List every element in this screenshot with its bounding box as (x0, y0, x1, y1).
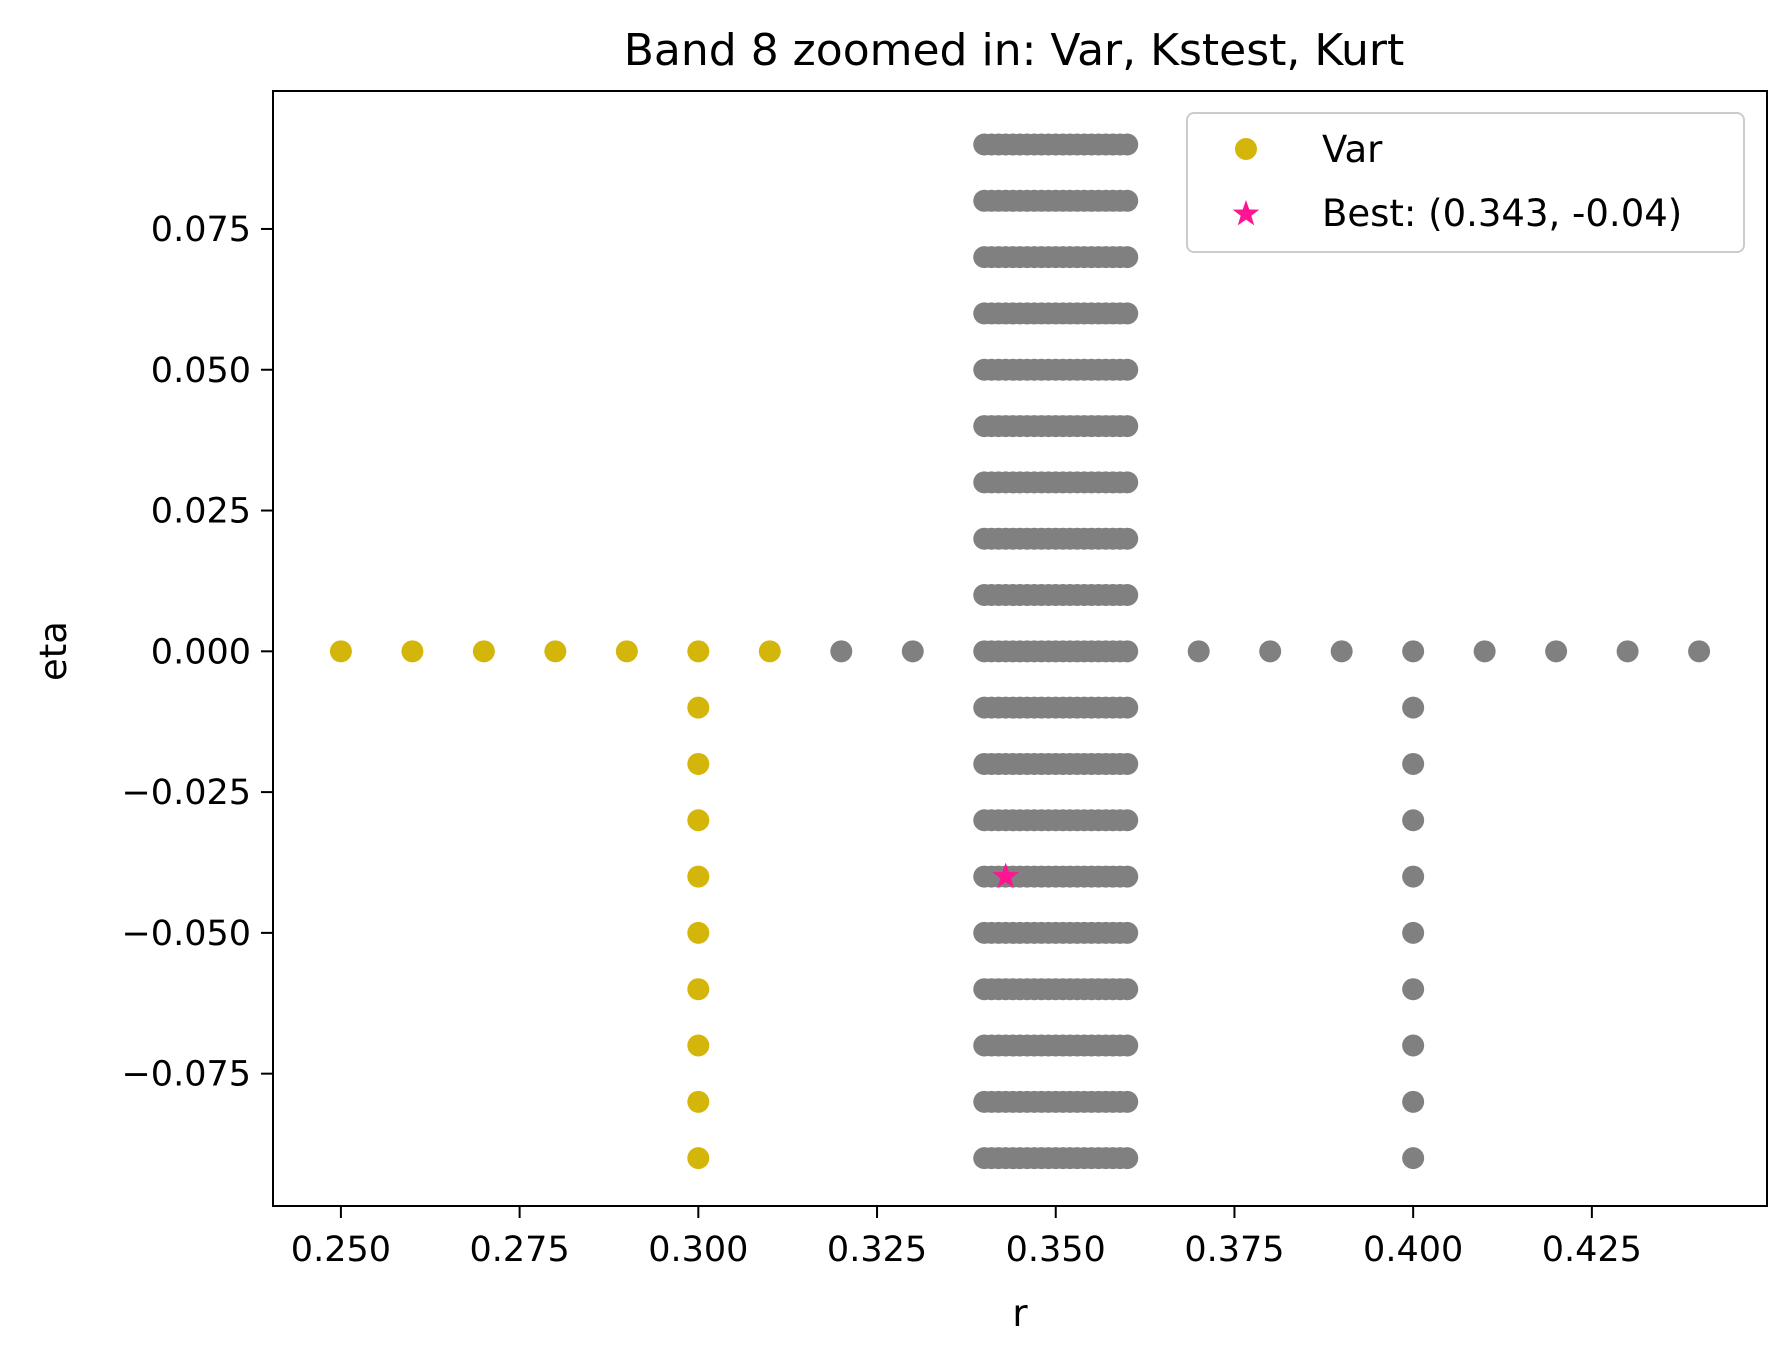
data-point-grey (1116, 584, 1139, 607)
data-point-grey (1116, 696, 1139, 719)
data-point-grey (1116, 978, 1139, 1001)
data-point-grey (1116, 640, 1139, 663)
y-axis-ticks: 0.075 0.050 0.025 0.000 −0.025 −0.050 −0.075 (121, 210, 273, 1095)
data-point-var (329, 640, 352, 663)
x-axis-label: r (1012, 1292, 1028, 1335)
x-tick-label: 0.425 (1542, 1230, 1642, 1270)
data-point-grey (1545, 640, 1568, 663)
data-point-grey (1402, 865, 1425, 888)
data-point-grey (1116, 752, 1139, 775)
x-tick-label: 0.250 (291, 1230, 391, 1270)
data-point-grey (1116, 809, 1139, 832)
x-tick-label: 0.300 (648, 1230, 748, 1270)
legend-var-marker (1235, 138, 1257, 160)
data-point-grey (1116, 302, 1139, 325)
data-point-grey (1402, 809, 1425, 832)
data-point-grey (1259, 640, 1282, 663)
y-tick-label: 0.000 (151, 632, 251, 672)
data-point-grey (1330, 640, 1353, 663)
y-tick-label: 0.050 (151, 351, 251, 391)
legend-best-marker (1232, 200, 1260, 226)
y-axis-label: eta (32, 621, 75, 681)
data-point-grey (1616, 640, 1639, 663)
x-tick-label: 0.350 (1006, 1230, 1106, 1270)
data-point-grey (1116, 415, 1139, 438)
data-point-grey (1116, 133, 1139, 156)
best-point-star (992, 862, 1020, 888)
data-point-var (758, 640, 781, 663)
data-point-var (687, 921, 710, 944)
data-point-var (687, 1147, 710, 1170)
data-point-var (615, 640, 638, 663)
data-point-var (687, 640, 710, 663)
data-point-grey (1116, 471, 1139, 494)
data-point-var (687, 752, 710, 775)
data-point-var (687, 1090, 710, 1113)
data-point-grey (1116, 921, 1139, 944)
x-tick-label: 0.400 (1363, 1230, 1463, 1270)
data-point-grey (1187, 640, 1210, 663)
data-point-grey (1402, 1147, 1425, 1170)
data-point-grey (1402, 696, 1425, 719)
legend-var-label: Var (1322, 128, 1383, 171)
data-point-var (687, 978, 710, 1001)
data-point-grey (830, 640, 853, 663)
x-tick-label: 0.275 (470, 1230, 570, 1270)
data-point-var (687, 865, 710, 888)
data-point-var (544, 640, 567, 663)
data-point-grey (1402, 921, 1425, 944)
data-point-var (401, 640, 424, 663)
y-tick-label: −0.025 (121, 773, 251, 813)
data-point-grey (1116, 527, 1139, 550)
data-point-grey (1402, 1034, 1425, 1057)
data-point-var (472, 640, 495, 663)
data-point-grey (1116, 1034, 1139, 1057)
legend-best-label: Best: (0.343, -0.04) (1322, 192, 1682, 235)
plot-frame (272, 90, 1768, 1207)
data-point-var (687, 809, 710, 832)
x-axis-ticks: 0.250 0.275 0.300 0.325 0.350 0.375 0.400 0.425 (291, 1206, 1642, 1270)
data-point-grey (1116, 1147, 1139, 1170)
data-point-grey (1473, 640, 1496, 663)
data-point-grey (1116, 1090, 1139, 1113)
legend: Var Best: (0.343, -0.04) (1186, 112, 1745, 253)
plot-points (329, 133, 1711, 1170)
data-point-grey (1688, 640, 1711, 663)
data-point-grey (1116, 189, 1139, 212)
y-tick-label: −0.050 (121, 914, 251, 954)
x-tick-label: 0.375 (1184, 1230, 1284, 1270)
data-point-grey (901, 640, 924, 663)
data-point-grey (1402, 1090, 1425, 1113)
y-tick-label: 0.075 (151, 210, 251, 250)
y-tick-label: 0.025 (151, 492, 251, 532)
data-point-grey (1402, 752, 1425, 775)
data-point-grey (1402, 978, 1425, 1001)
data-point-grey (1116, 246, 1139, 269)
y-tick-label: −0.075 (121, 1055, 251, 1095)
data-point-grey (1116, 865, 1139, 888)
legend-box (1186, 112, 1745, 253)
x-tick-label: 0.325 (827, 1230, 927, 1270)
chart-title: Band 8 zoomed in: Var, Kstest, Kurt (624, 25, 1404, 76)
data-point-grey (1116, 358, 1139, 381)
data-point-var (687, 696, 710, 719)
data-point-grey (1402, 640, 1425, 663)
data-point-var (687, 1034, 710, 1057)
